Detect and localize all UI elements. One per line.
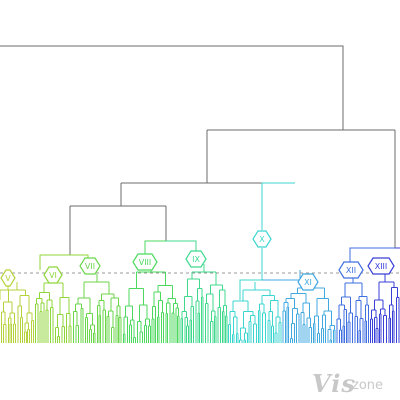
cluster-label-xiii: XIII — [367, 257, 395, 275]
cluster-label-vii: VII — [79, 257, 101, 275]
cluster-label-badge — [132, 253, 158, 271]
cluster-label-v: V — [0, 269, 16, 287]
dendrogram-trunk — [0, 45, 396, 255]
cluster-label-text: VIII — [139, 258, 152, 267]
cluster-label-badge — [43, 266, 63, 284]
trunk-branch — [0, 45, 344, 130]
cluster-label-badge — [252, 230, 272, 248]
cluster-branch — [144, 240, 166, 258]
cluster-label-text: V — [5, 274, 11, 283]
cluster-label-badge — [0, 269, 16, 287]
cluster-label-badge — [297, 273, 319, 291]
cluster-label-badge — [185, 250, 207, 268]
cluster-label-xi: XI — [297, 273, 319, 291]
watermark-subtitle: zone — [352, 378, 384, 393]
cluster-label-text: VI — [49, 271, 57, 280]
watermark-logo: Vis — [312, 369, 356, 398]
cluster-label-ix: IX — [185, 250, 207, 268]
cluster-labels: V VI VII VIII IX X XI XII XIII — [0, 230, 395, 291]
cluster-label-text: XIII — [375, 262, 388, 271]
cluster-label-xii: XII — [338, 261, 364, 279]
cluster-branch — [349, 247, 395, 262]
dendrogram-leaf-branches — [0, 182, 400, 343]
cluster-label-text: IX — [192, 255, 200, 264]
cluster-branch — [261, 182, 295, 230]
cluster-label-badge — [338, 261, 364, 279]
cluster-label-badge — [79, 257, 101, 275]
cluster-branch — [239, 248, 263, 300]
cluster-label-text: X — [259, 235, 265, 244]
cluster-label-badge — [367, 257, 395, 275]
cluster-label-text: XI — [304, 278, 312, 287]
cluster-label-text: XII — [346, 266, 356, 275]
cluster-label-x: X — [252, 230, 272, 248]
cluster-branch — [262, 270, 301, 281]
cluster-label-vi: VI — [43, 266, 63, 284]
cluster-label-text: VII — [85, 262, 95, 271]
cluster-label-viii: VIII — [132, 253, 158, 271]
